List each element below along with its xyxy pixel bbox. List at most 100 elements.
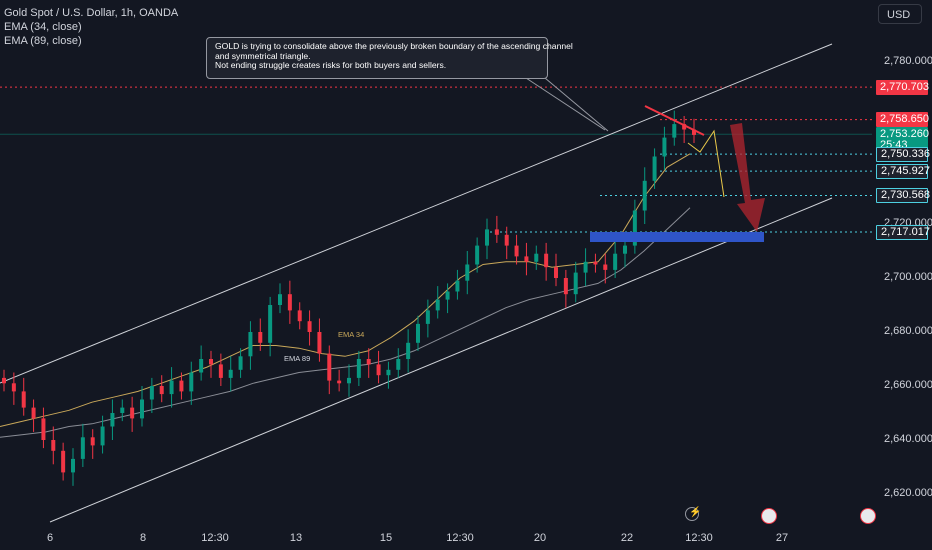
time-axis-label: 12:30 [201,532,229,544]
candle-body [603,264,608,270]
candle-body [534,253,539,262]
candle-body [642,180,647,211]
triangle-top-line[interactable] [644,105,705,136]
candle-body [110,413,115,427]
price-axis-label: 2,780.000 [884,55,932,67]
support-zone[interactable] [590,232,764,242]
candle-body [662,137,667,157]
candle-body [494,229,499,235]
candle-body [445,291,450,300]
candle-body [297,310,302,322]
currency-button[interactable]: USD [878,4,922,24]
candle-body [130,407,135,419]
candle-body [435,299,440,311]
candle-body [189,372,194,392]
price-tag: 2,750.336 [876,146,930,162]
price-tag: 2,753.260 [876,126,929,142]
candle-body [455,280,460,292]
candle-body [169,380,174,395]
callout-line: GOLD is trying to consolidate above the … [215,41,573,51]
price-tag: 2,745.927 [876,163,930,179]
symbol-title[interactable]: Gold Spot / U.S. Dollar, 1h, OANDA [4,7,179,19]
lightning-icon[interactable]: ⚡ [685,507,701,521]
candle-body [149,386,154,400]
candle-body [416,323,420,343]
candle-body [228,369,233,378]
candle-body [337,380,342,384]
us-flag-event-icon[interactable] [761,508,777,524]
candle-body [287,294,292,311]
price-tag: 2,758.650 [876,112,929,128]
candle-body [504,234,509,246]
candle-body [41,418,46,440]
candle-body [218,364,223,378]
candle-body [268,305,273,343]
candle-body [583,261,588,273]
candle-body [51,440,56,451]
candle-body [425,310,430,324]
us-flag-event-icon[interactable] [860,508,876,524]
time-axis-label: 27 [775,532,789,544]
candle-body [209,359,213,365]
candle-body [396,359,401,370]
candle-body [672,124,677,138]
candle-body [11,383,16,392]
time-axis-label: 20 [533,532,547,544]
candle-body [544,253,549,268]
candle-body [278,294,282,305]
price-axis-label: 2,660.000 [884,379,932,391]
callout-line: Not ending struggle creates risks for bo… [215,60,447,71]
candle-body [386,369,391,376]
candle-body [563,278,568,295]
candle-body [623,245,627,254]
ascending-channel[interactable] [0,43,833,523]
candle-body [632,210,637,246]
candle-body [475,245,480,265]
candle-body [80,437,85,459]
price-axis-label: 2,640.000 [884,433,932,445]
ema-lines [0,153,691,438]
callout-line: and symmetrical triangle. [215,50,311,61]
candle-body [179,380,184,392]
candlesticks [2,110,696,486]
candle-body [199,359,204,373]
analysis-callout[interactable]: GOLD is trying to consolidate above the … [206,37,573,79]
time-axis-label: 8 [139,532,147,544]
candle-body [347,377,351,384]
candle-body [465,264,470,281]
time-axis-label: 12:30 [446,532,474,544]
candle-body [90,437,95,446]
candle-body [366,359,371,365]
forecast-arrow-down[interactable] [730,123,765,232]
forecast-path[interactable] [687,129,725,198]
price-axis-label: 2,680.000 [884,325,932,337]
price-tag: 2,717.017 [876,224,930,240]
candle-body [406,342,411,359]
candle-body [159,386,164,395]
price-tag: 2,770.703 [876,79,929,95]
price-axis-label: 2,700.000 [884,271,932,283]
ema34-label: EMA 34 [338,330,365,339]
ema89-label: EMA 89 [284,354,311,363]
callout-pointer [544,77,609,132]
time-axis-label: 6 [46,532,54,544]
candle-body [573,272,578,295]
ema34-legend[interactable]: EMA (34, close) [4,21,82,33]
candle-body [524,256,529,262]
candle-body [593,261,598,265]
candle-body [120,407,125,413]
candle-body [356,359,361,378]
callout-pointer [525,77,606,131]
candle-body [2,377,6,384]
ema34-line[interactable] [0,153,691,427]
candle-body [71,458,75,473]
candle-body [485,229,489,246]
candle-body [613,253,618,270]
ema89-legend[interactable]: EMA (89, close) [4,35,82,47]
channel-lower-line[interactable] [49,197,833,523]
candle-body [327,353,332,381]
channel-upper-line[interactable] [0,43,833,384]
time-axis-label: 13 [289,532,303,544]
time-axis-label: 15 [379,532,393,544]
